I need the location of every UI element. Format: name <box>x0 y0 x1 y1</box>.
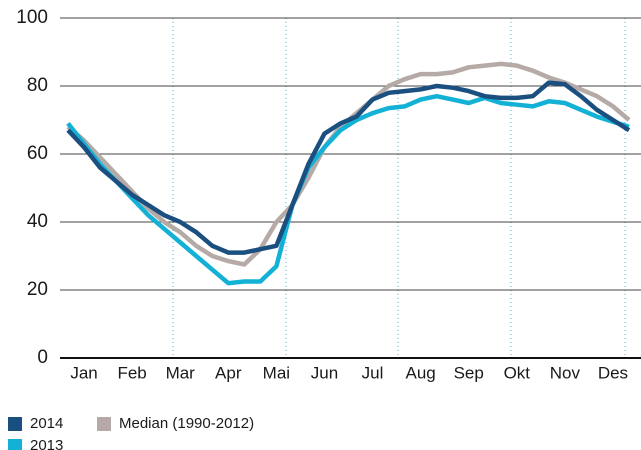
y-tick-label: 100 <box>16 7 48 28</box>
y-tick-label: 60 <box>27 143 48 164</box>
x-tick-label: Mai <box>263 363 290 382</box>
x-tick-label: Sep <box>454 363 484 382</box>
x-tick-label: Nov <box>550 363 581 382</box>
x-tick-label: Jan <box>70 363 97 382</box>
x-tick-label: Apr <box>215 363 242 382</box>
x-tick-label: Mar <box>166 363 196 382</box>
legend-swatch <box>97 417 111 431</box>
y-tick-label: 80 <box>27 75 48 96</box>
series-line <box>66 93 630 286</box>
x-tick-label: Aug <box>406 363 436 382</box>
legend-label: 2014 <box>30 415 63 432</box>
legend-label: Median (1990-2012) <box>119 415 254 432</box>
series-line <box>66 61 631 267</box>
y-tick-label: 40 <box>27 211 48 232</box>
legend-swatch <box>8 417 22 431</box>
legend-swatch <box>8 439 22 450</box>
y-tick-label: 20 <box>27 279 48 300</box>
x-tick-label: Des <box>598 363 628 382</box>
legend-label: 2013 <box>30 437 63 450</box>
x-tick-label: Jun <box>311 363 338 382</box>
series-line <box>66 80 631 255</box>
y-tick-label: 0 <box>37 347 48 368</box>
x-tick-label: Feb <box>117 363 146 382</box>
x-tick-label: Okt <box>504 363 531 382</box>
quarter-dividers <box>172 18 626 358</box>
x-tick-label: Jul <box>362 363 384 382</box>
